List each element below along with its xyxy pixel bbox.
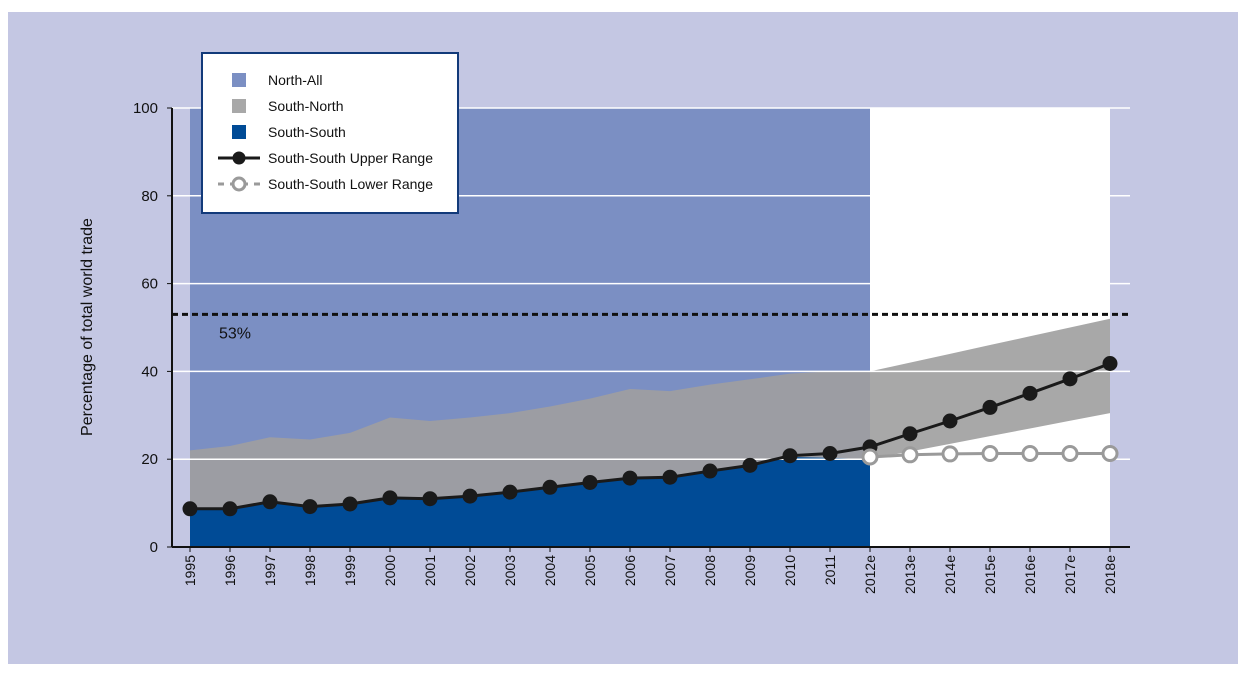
y-tick-label: 20 bbox=[141, 451, 158, 468]
x-tick-label: 1997 bbox=[262, 555, 278, 586]
x-tick-label: 2006 bbox=[622, 555, 638, 586]
marker bbox=[901, 446, 919, 464]
y-tick-label: 100 bbox=[133, 100, 158, 117]
legend-label: South-South bbox=[268, 124, 346, 140]
marker bbox=[982, 399, 998, 415]
y-tick-label: 0 bbox=[150, 539, 158, 556]
legend-marker bbox=[231, 176, 247, 192]
x-tick-label: 2015e bbox=[982, 555, 998, 594]
forecast-band bbox=[870, 318, 1110, 460]
marker bbox=[702, 463, 718, 479]
x-tick-label: 2003 bbox=[502, 555, 518, 586]
marker bbox=[1062, 371, 1078, 387]
x-tick-label: 2004 bbox=[542, 555, 558, 586]
x-tick-label: 2018e bbox=[1102, 555, 1118, 594]
marker bbox=[1022, 385, 1038, 401]
legend-swatch bbox=[232, 73, 246, 87]
marker bbox=[981, 444, 999, 462]
marker bbox=[782, 448, 798, 464]
x-tick-label: 2017e bbox=[1062, 555, 1078, 594]
marker bbox=[502, 484, 518, 500]
legend-swatch bbox=[232, 125, 246, 139]
x-tick-label: 1995 bbox=[182, 555, 198, 586]
marker bbox=[342, 496, 358, 512]
x-tick-label: 1999 bbox=[342, 555, 358, 586]
y-tick-label: 80 bbox=[141, 188, 158, 205]
marker bbox=[822, 445, 838, 461]
marker bbox=[662, 469, 678, 485]
legend-label: South-South Upper Range bbox=[268, 150, 433, 166]
x-tick-label: 1998 bbox=[302, 555, 318, 586]
legend-label: South-South Lower Range bbox=[268, 176, 433, 192]
x-tick-label: 2009 bbox=[742, 555, 758, 586]
marker bbox=[582, 474, 598, 490]
marker bbox=[222, 501, 238, 517]
marker bbox=[941, 445, 959, 463]
x-tick-label: 2008 bbox=[702, 555, 718, 586]
marker bbox=[942, 413, 958, 429]
marker bbox=[1101, 444, 1119, 462]
marker bbox=[462, 488, 478, 504]
x-tick-label: 2002 bbox=[462, 555, 478, 586]
x-tick-label: 1996 bbox=[222, 555, 238, 586]
marker bbox=[1021, 444, 1039, 462]
x-tick-label: 2007 bbox=[662, 555, 678, 586]
marker bbox=[742, 457, 758, 473]
marker bbox=[302, 499, 318, 515]
area bbox=[190, 457, 870, 547]
marker bbox=[542, 479, 558, 495]
legend: North-All South-North South-South South-Sou… bbox=[201, 52, 459, 214]
legend-label: North-All bbox=[268, 72, 322, 88]
marker bbox=[1061, 444, 1079, 462]
x-tick-label: 2001 bbox=[422, 555, 438, 586]
x-tick-label: 2012e bbox=[862, 555, 878, 594]
legend-marker bbox=[232, 151, 246, 165]
x-tick-label: 2005 bbox=[582, 555, 598, 586]
legend-swatch bbox=[232, 99, 246, 113]
marker bbox=[182, 501, 198, 517]
marker bbox=[861, 448, 879, 466]
y-tick-label: 40 bbox=[141, 363, 158, 380]
legend-label: South-North bbox=[268, 98, 343, 114]
x-tick-label: 2011 bbox=[822, 555, 838, 585]
marker bbox=[262, 494, 278, 510]
x-tick-label: 2014e bbox=[942, 555, 958, 594]
x-tick-label: 2000 bbox=[382, 555, 398, 586]
reference-label: 53% bbox=[219, 325, 251, 342]
marker bbox=[1102, 355, 1118, 371]
marker bbox=[622, 470, 638, 486]
x-tick-label: 2013e bbox=[902, 555, 918, 594]
marker bbox=[382, 490, 398, 506]
x-tick-label: 2016e bbox=[1022, 555, 1038, 594]
x-tick-label: 2010 bbox=[782, 555, 798, 586]
marker bbox=[422, 491, 438, 507]
y-tick-label: 60 bbox=[141, 276, 158, 293]
marker bbox=[902, 426, 918, 442]
y-axis-title: Percentage of total world trade bbox=[79, 218, 96, 436]
